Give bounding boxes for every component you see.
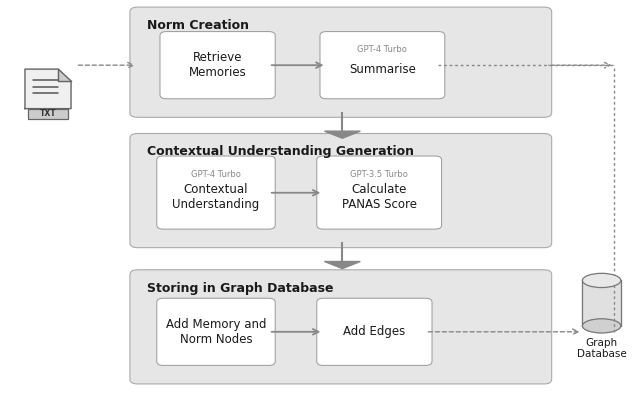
FancyBboxPatch shape	[317, 156, 442, 229]
Polygon shape	[58, 69, 71, 81]
Text: Add Edges: Add Edges	[343, 325, 406, 338]
FancyBboxPatch shape	[130, 7, 552, 117]
FancyBboxPatch shape	[28, 109, 68, 118]
Ellipse shape	[582, 319, 621, 333]
FancyBboxPatch shape	[320, 32, 445, 99]
Text: Calculate
PANAS Score: Calculate PANAS Score	[342, 182, 417, 211]
FancyBboxPatch shape	[130, 270, 552, 384]
Polygon shape	[324, 261, 360, 269]
FancyBboxPatch shape	[317, 298, 432, 365]
Text: Add Memory and
Norm Nodes: Add Memory and Norm Nodes	[166, 318, 266, 346]
FancyBboxPatch shape	[157, 298, 275, 365]
Text: Summarise: Summarise	[349, 63, 416, 75]
Text: Contextual Understanding Generation: Contextual Understanding Generation	[147, 145, 414, 158]
FancyBboxPatch shape	[160, 32, 275, 99]
Polygon shape	[25, 69, 71, 109]
Text: Retrieve
Memories: Retrieve Memories	[189, 51, 246, 79]
Text: GPT-3.5 Turbo: GPT-3.5 Turbo	[350, 170, 408, 179]
Text: Norm Creation: Norm Creation	[147, 19, 249, 32]
Ellipse shape	[582, 273, 621, 288]
FancyBboxPatch shape	[130, 134, 552, 248]
FancyBboxPatch shape	[157, 156, 275, 229]
Text: GPT-4 Turbo: GPT-4 Turbo	[358, 45, 407, 55]
Text: Graph
Database: Graph Database	[577, 338, 627, 359]
Text: Storing in Graph Database: Storing in Graph Database	[147, 282, 333, 295]
Text: TXT: TXT	[40, 109, 56, 118]
Polygon shape	[324, 131, 360, 138]
Text: GPT-4 Turbo: GPT-4 Turbo	[191, 170, 241, 179]
Text: Contextual
Understanding: Contextual Understanding	[172, 182, 260, 211]
